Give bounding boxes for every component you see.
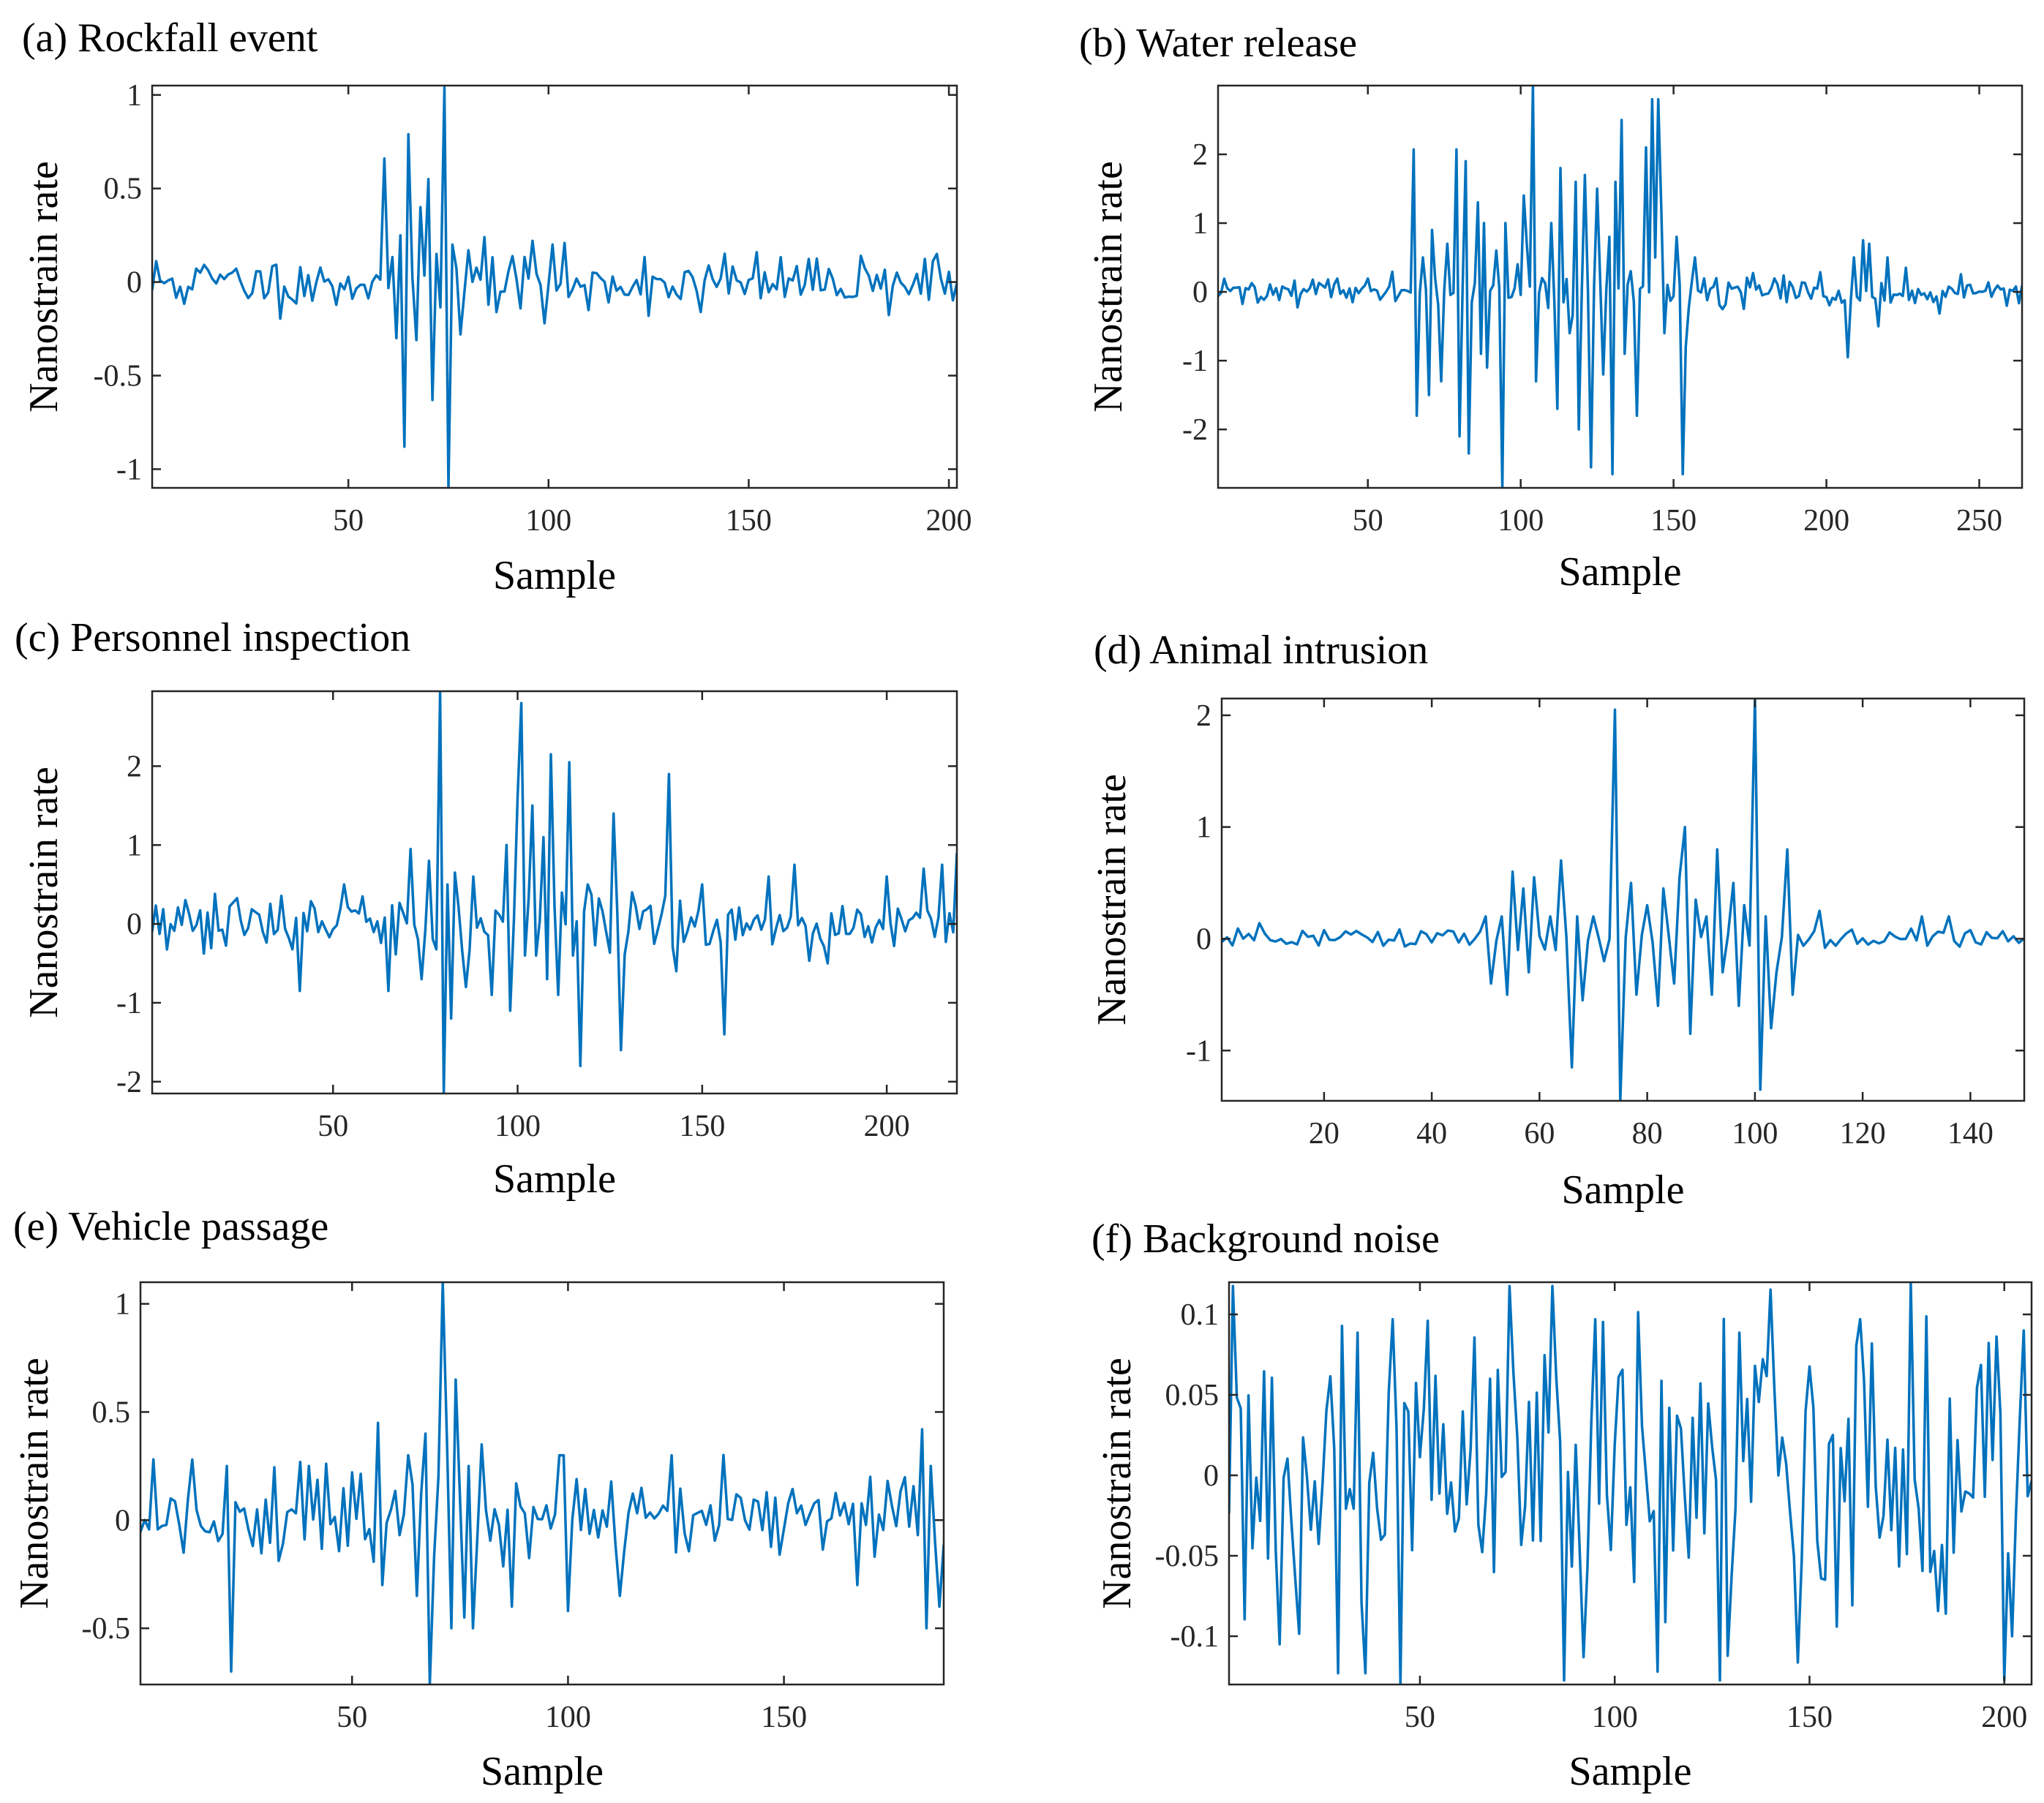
x-tick-label: 150 <box>761 1701 807 1734</box>
x-tick-label: 100 <box>525 504 571 538</box>
y-tick-label: 2 <box>1196 699 1211 733</box>
x-tick-label: 50 <box>1353 504 1383 538</box>
x-tick-label: 40 <box>1416 1117 1447 1151</box>
panel-title: (c) Personnel inspection <box>15 615 410 660</box>
x-tick-label: 150 <box>1786 1701 1833 1734</box>
panel-c: (c) Personnel inspection 50 100 150 200 -2 -1 0… <box>15 615 958 1202</box>
x-tick-label: 60 <box>1524 1117 1555 1151</box>
x-tick-label: 120 <box>1840 1117 1886 1151</box>
x-tick-label: 140 <box>1947 1117 1994 1151</box>
x-tick-label: 20 <box>1309 1117 1340 1151</box>
y-tick-label: 2 <box>127 750 142 783</box>
y-tick-label: 0 <box>115 1504 130 1537</box>
y-tick-label: -1 <box>116 987 142 1020</box>
x-axis-label: Sample <box>1569 1749 1692 1794</box>
x-axis-label: Sample <box>493 1156 616 1202</box>
y-tick-label: 0 <box>127 266 142 300</box>
x-tick-label: 80 <box>1632 1117 1663 1151</box>
x-tick-label: 100 <box>1732 1117 1778 1151</box>
panel-b: (b) Water release 50 100 150 200 250 -2 -1 0 1 2 Sa… <box>1079 20 2024 595</box>
y-tick-label: 0.1 <box>1181 1298 1220 1332</box>
y-axis-label: Nanostrain rate <box>1086 161 1131 413</box>
y-axis-label: Nanostrain rate <box>21 767 67 1018</box>
plot-frame <box>151 84 958 489</box>
x-tick-label: 150 <box>679 1110 725 1143</box>
x-tick-label: 100 <box>495 1110 541 1143</box>
x-tick-label: 50 <box>337 1701 367 1734</box>
y-tick-label: 0 <box>1196 922 1211 956</box>
x-tick-label: 100 <box>545 1701 591 1734</box>
series-line <box>140 1282 944 1685</box>
plot-frame <box>1220 697 2026 1102</box>
y-tick-label: 0.5 <box>92 1396 131 1429</box>
y-tick-label: 0.5 <box>104 173 143 206</box>
y-tick-label: 0 <box>1203 1459 1219 1493</box>
plot-frame <box>139 1281 945 1686</box>
panel-title: (f) Background noise <box>1091 1216 1440 1262</box>
y-tick-label: 0.05 <box>1165 1379 1220 1412</box>
y-axis-label: Nanostrain rate <box>1089 774 1135 1025</box>
y-tick-label: -1 <box>116 453 142 486</box>
panel-d: (d) Animal intrusion 20 40 60 80 100 120 140 -1 0… <box>1089 628 2026 1213</box>
x-tick-label: 100 <box>1592 1701 1638 1734</box>
y-tick-label: -2 <box>1182 413 1208 447</box>
y-axis-label: Nanostrain rate <box>12 1358 57 1609</box>
y-tick-label: 1 <box>1196 811 1211 845</box>
x-axis-label: Sample <box>1562 1167 1685 1213</box>
panel-title: (a) Rockfall event <box>22 15 318 61</box>
y-tick-label: 1 <box>127 79 142 113</box>
x-tick-label: 150 <box>726 504 772 538</box>
y-tick-label: -0.5 <box>94 360 143 394</box>
x-tick-label: 200 <box>926 504 972 538</box>
x-tick-label: 250 <box>1956 504 2002 538</box>
y-tick-label: -2 <box>116 1066 142 1099</box>
x-axis-label: Sample <box>493 553 616 598</box>
plot-frame <box>151 690 958 1095</box>
x-tick-label: 200 <box>1981 1701 2027 1734</box>
x-tick-label: 100 <box>1498 504 1544 538</box>
y-axis-label: Nanostrain rate <box>21 161 67 413</box>
x-tick-label: 50 <box>318 1110 348 1143</box>
series-line <box>152 691 957 1094</box>
x-tick-label: 150 <box>1650 504 1697 538</box>
y-tick-label: -0.05 <box>1155 1540 1220 1573</box>
series-line <box>1218 86 2022 488</box>
x-axis-label: Sample <box>1559 549 1682 595</box>
y-tick-label: 2 <box>1192 138 1208 172</box>
y-tick-label: -1 <box>1182 345 1208 378</box>
y-tick-label: 1 <box>127 829 142 862</box>
y-tick-label: 0 <box>1192 276 1208 309</box>
plot-frame <box>1217 84 2024 489</box>
x-tick-label: 200 <box>864 1110 910 1143</box>
panel-e: (e) Vehicle passage 50 100 150 -0.5 0 0.5 1 Samp… <box>12 1204 945 1794</box>
panel-a: (a) Rockfall event 50 100 150 200 -1 -0.5 0 0.5 1… <box>21 15 972 598</box>
y-tick-label: -0.5 <box>82 1612 131 1646</box>
panel-title: (e) Vehicle passage <box>13 1204 328 1249</box>
x-tick-label: 50 <box>333 504 364 538</box>
x-tick-label: 200 <box>1803 504 1849 538</box>
y-tick-label: -0.1 <box>1171 1620 1220 1654</box>
plot-frame <box>1228 1281 2033 1686</box>
series-line <box>1229 1282 2032 1685</box>
x-tick-label: 50 <box>1405 1701 1435 1734</box>
panel-title: (b) Water release <box>1079 20 1357 66</box>
y-tick-label: -1 <box>1186 1034 1211 1068</box>
y-tick-label: 1 <box>1192 207 1208 241</box>
y-axis-label: Nanostrain rate <box>1094 1358 1140 1609</box>
series-line <box>1222 699 2024 1101</box>
x-axis-label: Sample <box>481 1749 604 1794</box>
y-tick-label: 0 <box>127 908 142 941</box>
y-tick-label: 1 <box>115 1288 130 1322</box>
panel-title: (d) Animal intrusion <box>1094 628 1428 673</box>
series-line <box>152 86 957 488</box>
panel-f: (f) Background noise 50 100 150 200 -0.1 -0.05… <box>1091 1216 2033 1794</box>
